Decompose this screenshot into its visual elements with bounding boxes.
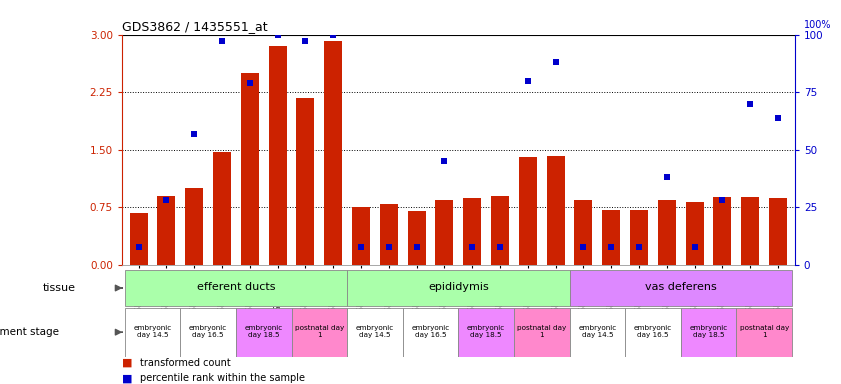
Text: epididymis: epididymis [428, 282, 489, 292]
Point [382, 243, 395, 250]
Bar [569, 308, 625, 357]
Bar [569, 270, 792, 306]
Text: tissue: tissue [43, 283, 76, 293]
Point [716, 197, 729, 204]
Text: percentile rank within the sample: percentile rank within the sample [140, 373, 305, 383]
Bar [463, 198, 481, 265]
Bar [268, 46, 287, 265]
Text: embryonic
day 18.5: embryonic day 18.5 [245, 324, 283, 338]
Bar [185, 188, 204, 265]
Point [354, 243, 368, 250]
Bar [630, 210, 648, 265]
Bar [436, 200, 453, 265]
Bar [324, 41, 342, 265]
Bar [236, 308, 292, 357]
Point [549, 59, 563, 65]
Point [188, 131, 201, 137]
Bar [124, 308, 180, 357]
Point [299, 38, 312, 45]
Text: embryonic
day 16.5: embryonic day 16.5 [634, 324, 672, 338]
Point [132, 243, 145, 250]
Bar [658, 200, 676, 265]
Bar [680, 308, 737, 357]
Bar [241, 73, 259, 265]
Point [632, 243, 646, 250]
Bar [157, 196, 176, 265]
Bar [769, 198, 787, 265]
Bar [130, 213, 148, 265]
Bar [602, 210, 621, 265]
Bar [547, 156, 564, 265]
Bar [458, 308, 514, 357]
Text: development stage: development stage [0, 327, 59, 337]
Bar [519, 157, 537, 265]
Text: postnatal day
1: postnatal day 1 [294, 324, 344, 338]
Text: embryonic
day 16.5: embryonic day 16.5 [189, 324, 227, 338]
Point [410, 243, 423, 250]
Bar [514, 308, 569, 357]
Text: GDS3862 / 1435551_at: GDS3862 / 1435551_at [122, 20, 267, 33]
Point [243, 80, 257, 86]
Text: embryonic
day 14.5: embryonic day 14.5 [134, 324, 172, 338]
Bar [737, 308, 792, 357]
Bar [408, 211, 426, 265]
Point [271, 31, 284, 38]
Text: embryonic
day 18.5: embryonic day 18.5 [690, 324, 727, 338]
Bar [213, 152, 231, 265]
Text: vas deferens: vas deferens [645, 282, 717, 292]
Text: embryonic
day 14.5: embryonic day 14.5 [356, 324, 394, 338]
Point [437, 158, 451, 164]
Text: ■: ■ [122, 373, 132, 383]
Point [577, 243, 590, 250]
Bar [352, 207, 370, 265]
Point [466, 243, 479, 250]
Bar [685, 202, 704, 265]
Bar [741, 197, 759, 265]
Bar [625, 308, 680, 357]
Point [326, 31, 340, 38]
Bar [296, 98, 315, 265]
Bar [347, 270, 569, 306]
Text: embryonic
day 18.5: embryonic day 18.5 [467, 324, 505, 338]
Point [605, 243, 618, 250]
Bar [574, 200, 593, 265]
Text: efferent ducts: efferent ducts [197, 282, 275, 292]
Text: embryonic
day 14.5: embryonic day 14.5 [579, 324, 616, 338]
Point [215, 38, 229, 45]
Text: postnatal day
1: postnatal day 1 [517, 324, 566, 338]
Text: transformed count: transformed count [140, 358, 231, 368]
Point [771, 114, 785, 121]
Point [743, 101, 757, 107]
Text: embryonic
day 16.5: embryonic day 16.5 [411, 324, 450, 338]
Point [160, 197, 173, 204]
Bar [124, 270, 347, 306]
Bar [403, 308, 458, 357]
Bar [380, 204, 398, 265]
Point [494, 243, 507, 250]
Bar [180, 308, 236, 357]
Point [688, 243, 701, 250]
Text: postnatal day
1: postnatal day 1 [739, 324, 789, 338]
Point [521, 78, 535, 84]
Text: 100%: 100% [803, 20, 831, 30]
Bar [292, 308, 347, 357]
Point [660, 174, 674, 180]
Text: ■: ■ [122, 358, 132, 368]
Bar [713, 197, 732, 265]
Bar [347, 308, 403, 357]
Bar [491, 196, 509, 265]
